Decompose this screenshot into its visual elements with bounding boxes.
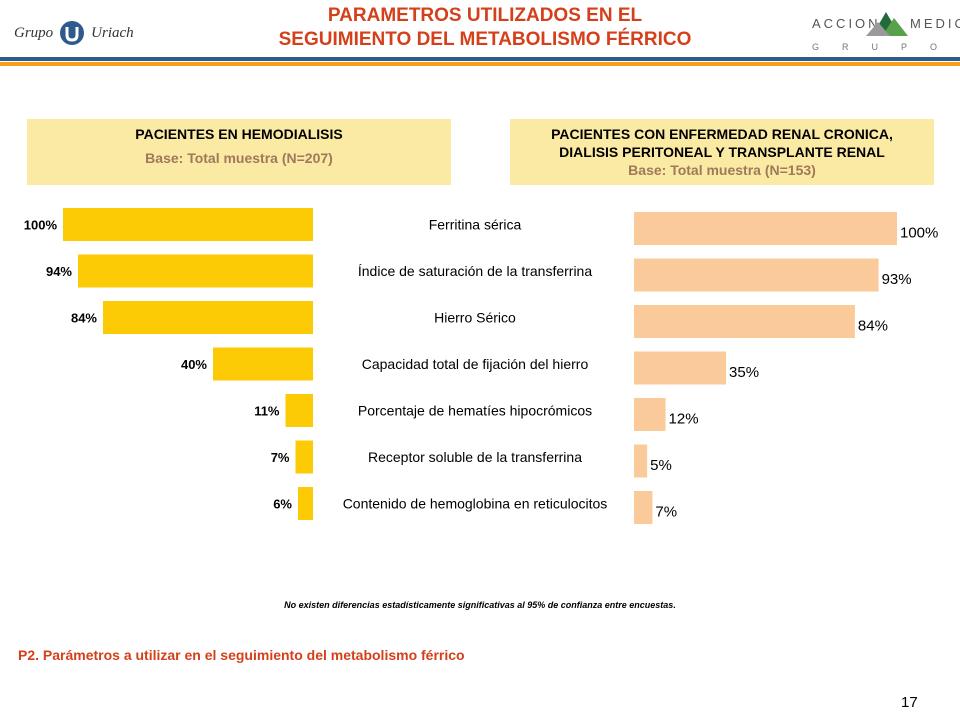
accion-medica-logo: ACCION MEDICA GRUPO bbox=[800, 6, 960, 56]
question-label: P2. Parámetros a utilizar en el seguimie… bbox=[18, 647, 465, 663]
bar-renal-2 bbox=[634, 305, 855, 338]
value-label-renal-1: 93% bbox=[882, 271, 912, 288]
bar-renal-0 bbox=[634, 212, 897, 245]
panel-renal-title-line-2: DIALISIS PERITONEAL Y TRANSPLANTE RENAL bbox=[559, 144, 885, 160]
bar-hemodialisis-3 bbox=[213, 347, 313, 381]
bar-hemodialisis-5 bbox=[295, 440, 313, 474]
logo-word-accion: ACCION bbox=[812, 16, 881, 31]
value-label-hemodialisis-6: 6% bbox=[273, 497, 292, 512]
grupo-uriach-logo: Grupo Uriach bbox=[14, 18, 134, 48]
bar-renal-5 bbox=[634, 444, 648, 478]
bar-renal-6 bbox=[634, 491, 653, 524]
title-line-2: SEGUIMIENTO DEL METABOLISMO FÉRRICO bbox=[278, 29, 692, 50]
bar-hemodialisis-4 bbox=[285, 394, 313, 427]
title-line-1: PARAMETROS UTILIZADOS EN EL bbox=[327, 5, 643, 26]
value-label-renal-5: 5% bbox=[650, 457, 672, 474]
page-number: 17 bbox=[901, 694, 918, 711]
mountain-icon bbox=[866, 12, 908, 36]
value-label-renal-4: 12% bbox=[669, 411, 699, 428]
category-label-6: Contenido de hemoglobina en reticulocito… bbox=[343, 496, 608, 512]
logo-word-grupo: Grupo bbox=[14, 24, 54, 41]
bar-renal-1 bbox=[634, 258, 879, 292]
page-title: PARAMETROS UTILIZADOS EN EL SEGUIMIENTO … bbox=[215, 4, 755, 52]
value-label-hemodialisis-4: 11% bbox=[254, 404, 280, 419]
bar-renal-3 bbox=[634, 351, 727, 385]
panel-renal-title-line-1: PACIENTES CON ENFERMEDAD RENAL CRONICA, bbox=[551, 126, 893, 142]
panel-hemodialisis: PACIENTES EN HEMODIALISIS Base: Total mu… bbox=[27, 119, 451, 185]
header-rule-orange bbox=[0, 62, 960, 66]
panel-renal-cronica: PACIENTES CON ENFERMEDAD RENAL CRONICA, … bbox=[510, 119, 934, 185]
footnote: No existen diferencias estadísticamente … bbox=[284, 600, 676, 610]
value-label-hemodialisis-3: 40% bbox=[181, 357, 207, 372]
category-label-0: Ferritina sérica bbox=[429, 217, 522, 233]
category-label-4: Porcentaje de hematíes hipocrómicos bbox=[358, 403, 592, 419]
bar-hemodialisis-0 bbox=[63, 208, 313, 241]
category-label-1: Índice de saturación de la transferrina bbox=[358, 263, 592, 279]
value-label-renal-3: 35% bbox=[729, 364, 759, 381]
uriach-mark-icon bbox=[60, 21, 85, 45]
value-label-hemodialisis-1: 94% bbox=[46, 264, 72, 279]
category-label-3: Capacidad total de fijación del hierro bbox=[362, 356, 589, 372]
panel-hemodialisis-title: PACIENTES EN HEMODIALISIS bbox=[135, 126, 343, 142]
category-label-5: Receptor soluble de la transferrina bbox=[368, 449, 582, 465]
value-label-hemodialisis-2: 84% bbox=[71, 311, 97, 326]
value-label-renal-0: 100% bbox=[900, 225, 938, 242]
value-label-hemodialisis-0: 100% bbox=[24, 218, 58, 233]
panel-hemodialisis-base: Base: Total muestra (N=207) bbox=[145, 150, 333, 166]
value-label-renal-2: 84% bbox=[858, 318, 888, 335]
bar-hemodialisis-1 bbox=[78, 254, 313, 288]
logo-word-grupo-spaced: GRUPO bbox=[812, 42, 960, 52]
category-label-2: Hierro Sérico bbox=[434, 310, 516, 326]
panel-renal-base: Base: Total muestra (N=153) bbox=[628, 162, 816, 178]
value-label-hemodialisis-5: 7% bbox=[271, 450, 290, 465]
header-rule-blue bbox=[0, 57, 960, 61]
logo-word-uriach: Uriach bbox=[91, 24, 134, 41]
bar-hemodialisis-6 bbox=[298, 487, 313, 520]
bar-hemodialisis-2 bbox=[103, 301, 313, 334]
bar-renal-4 bbox=[634, 398, 666, 431]
logo-word-medica: MEDICA bbox=[910, 16, 960, 31]
value-label-renal-6: 7% bbox=[655, 504, 677, 521]
bar-chart: 100% Ferritina sérica 100% 94% Índice de sat… bbox=[24, 208, 938, 524]
